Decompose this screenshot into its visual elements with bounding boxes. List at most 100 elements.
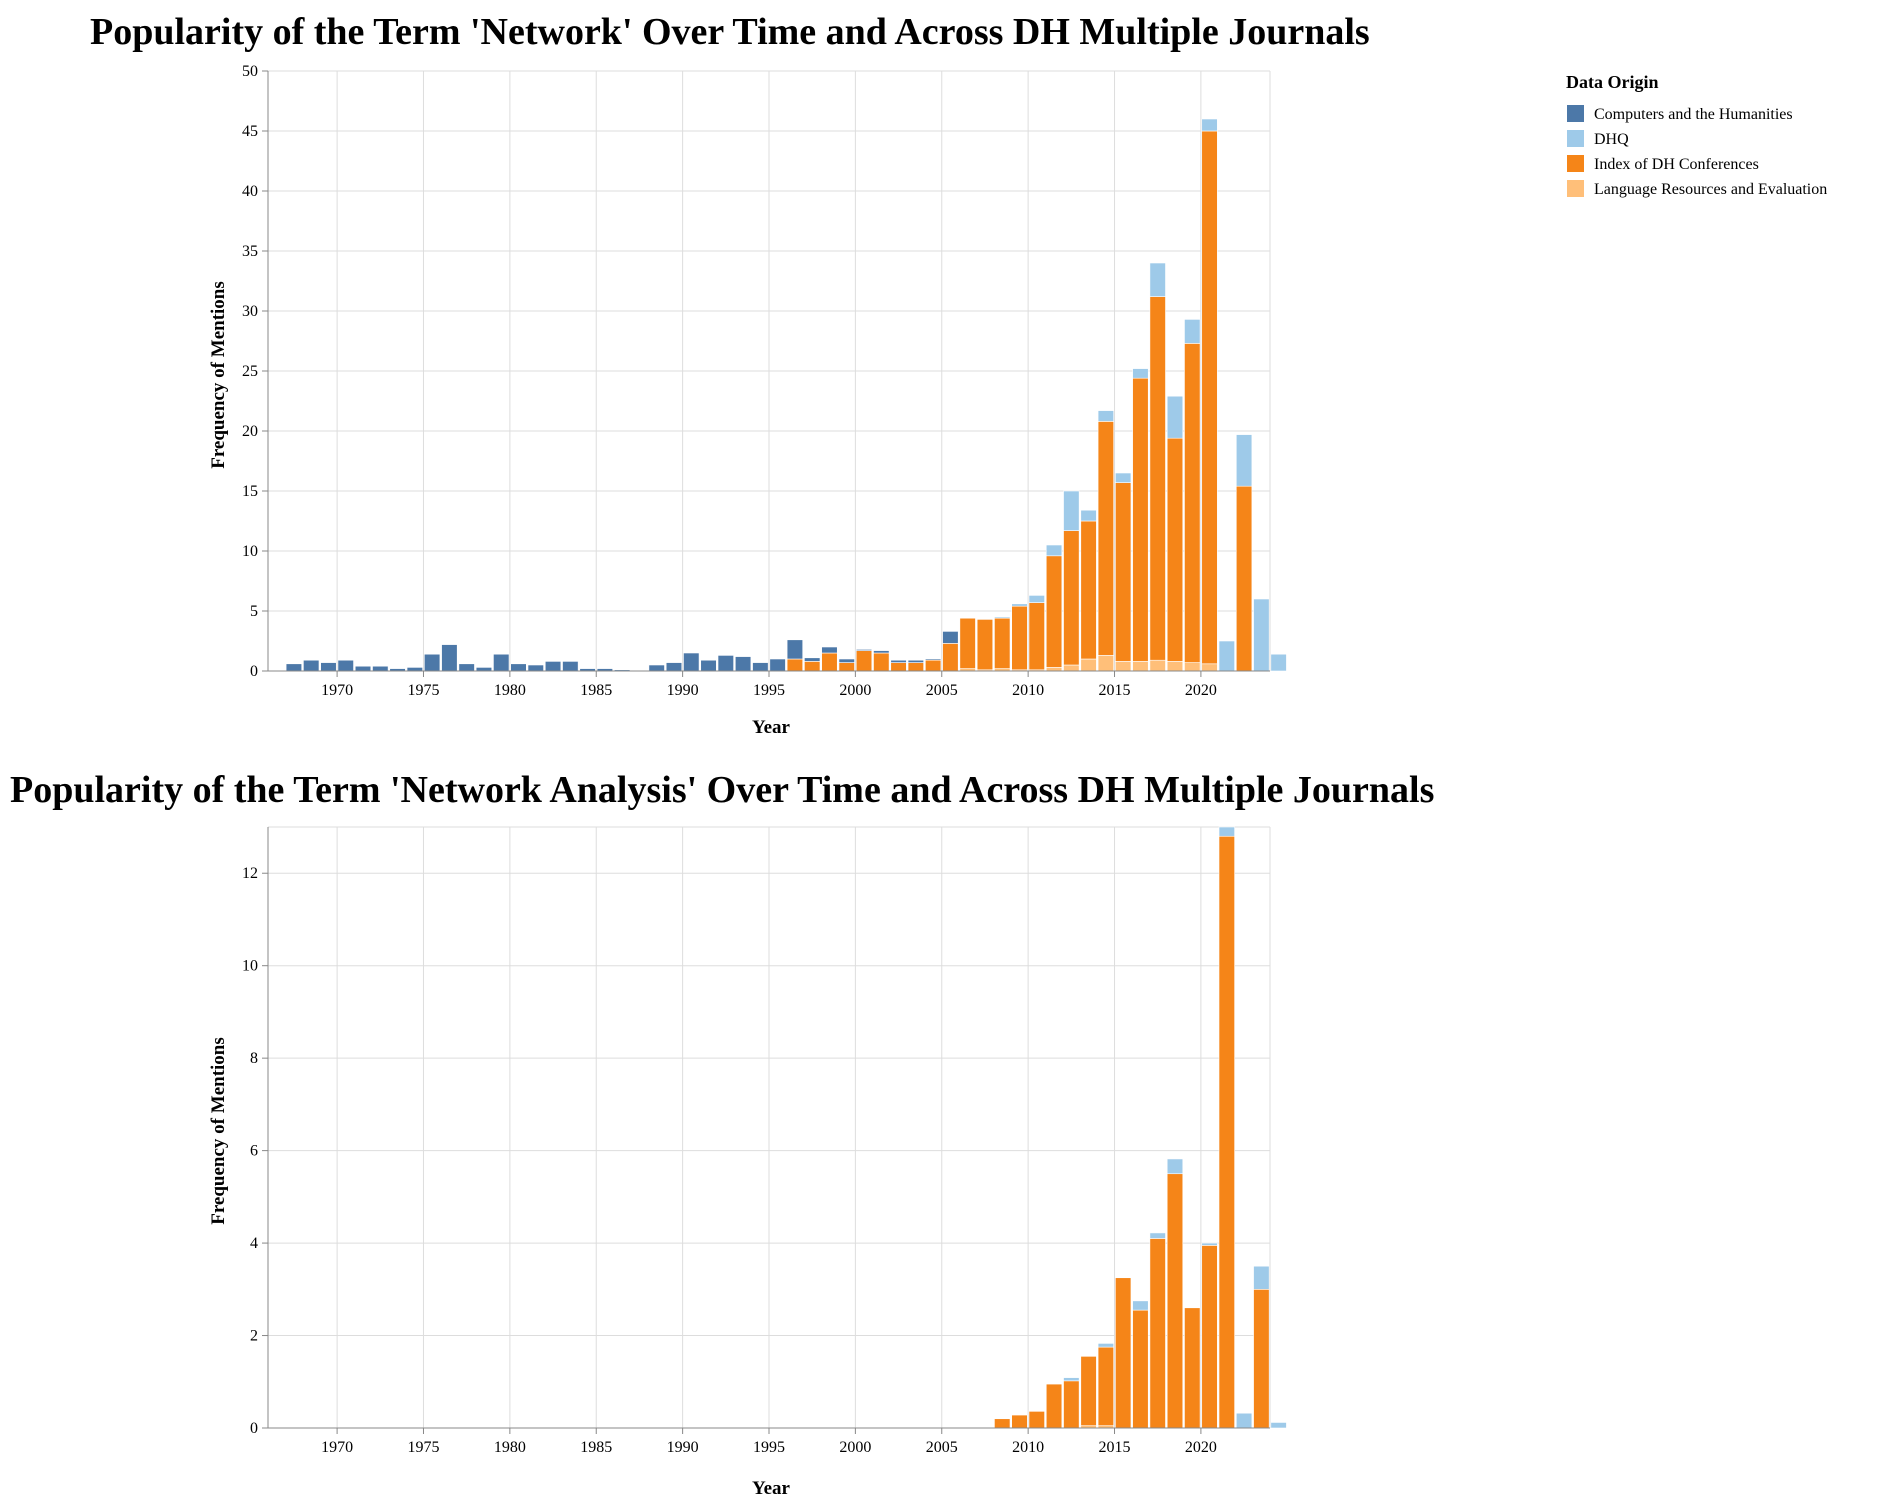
x-tick-label: 2005 xyxy=(926,1439,958,1456)
bar-segment xyxy=(458,663,475,672)
bar-segment xyxy=(942,631,959,644)
bar-segment xyxy=(1235,1412,1253,1429)
bar-segment xyxy=(1201,663,1218,672)
x-tick-label: 1980 xyxy=(494,1439,526,1456)
bar-segment xyxy=(1235,485,1253,672)
bar-segment xyxy=(510,663,527,672)
y-tick-label: 5 xyxy=(250,603,258,620)
chart-title: Popularity of the Term 'Network' Over Ti… xyxy=(90,11,1370,53)
axes: 1970 1975 1980 1985 1990 1995 2000 2005 2010 2015… xyxy=(242,63,1270,699)
x-tick-label: 2020 xyxy=(1185,1439,1217,1456)
bar-segment xyxy=(1028,1411,1045,1429)
bar-segment xyxy=(1270,653,1287,672)
legend-label: DHQ xyxy=(1594,131,1629,148)
bar-segment xyxy=(493,653,510,672)
bar-segment xyxy=(475,667,493,672)
bar-segment xyxy=(1132,368,1149,379)
y-tick-label: 30 xyxy=(242,303,258,320)
bar-segment xyxy=(1045,544,1063,557)
bar-segment xyxy=(1063,1377,1080,1382)
bar-segment xyxy=(1166,437,1184,662)
network-analysis-chart: Popularity of the Term 'Network Analysis… xyxy=(10,769,1434,1499)
bar-segment xyxy=(320,662,337,672)
bar-segment xyxy=(1166,395,1184,439)
bar-segment xyxy=(1080,509,1097,522)
bar-segment xyxy=(700,659,717,672)
x-tick-label: 1975 xyxy=(407,1439,439,1456)
x-tick-label: 1980 xyxy=(494,682,526,699)
bar-segment xyxy=(1097,1346,1114,1426)
x-tick-label: 1975 xyxy=(407,682,439,699)
bar-segment xyxy=(1063,490,1080,531)
bar-segment xyxy=(1132,1309,1149,1429)
bar-segment xyxy=(786,639,804,660)
y-tick-label: 2 xyxy=(250,1328,258,1345)
bar-segment xyxy=(1045,667,1063,672)
bar-segment xyxy=(285,663,303,672)
bar-segment xyxy=(372,665,389,672)
y-tick-label: 25 xyxy=(242,363,258,380)
legend-items: Computers and the Humanities DHQ Index of … xyxy=(1567,105,1827,198)
legend-title: Data Origin xyxy=(1566,72,1659,92)
bar-segment xyxy=(1063,664,1080,672)
y-tick-label: 35 xyxy=(242,243,258,260)
legend-swatch xyxy=(1567,105,1584,122)
bar-segment xyxy=(1149,1238,1166,1429)
bar-segment xyxy=(994,1418,1011,1429)
bar-segment xyxy=(855,650,873,672)
bar-segment xyxy=(1218,826,1235,837)
bar-segment xyxy=(1115,472,1132,483)
bar-segment xyxy=(1184,662,1201,672)
bar-segment xyxy=(1045,555,1063,668)
x-tick-label: 1995 xyxy=(753,682,785,699)
bar-segment xyxy=(717,655,734,672)
x-tick-label: 2015 xyxy=(1099,1439,1131,1456)
bar-segment xyxy=(1097,410,1114,422)
bar-segment xyxy=(821,646,838,654)
x-tick-label: 1970 xyxy=(321,682,353,699)
y-tick-label: 45 xyxy=(242,123,258,140)
chart-title: Popularity of the Term 'Network Analysis… xyxy=(10,769,1434,811)
bar-segment xyxy=(665,662,683,672)
bar-segment xyxy=(1184,343,1201,663)
legend-label: Computers and the Humanities xyxy=(1594,106,1793,123)
legend-label: Index of DH Conferences xyxy=(1594,156,1759,173)
y-tick-label: 10 xyxy=(242,958,258,975)
bar-segment xyxy=(925,658,942,661)
bar-segment xyxy=(1149,1232,1166,1239)
x-tick-label: 1985 xyxy=(580,1439,612,1456)
bar-segment xyxy=(1270,1422,1287,1429)
bar-segment xyxy=(1097,421,1114,656)
bar-segment xyxy=(821,652,838,672)
bars xyxy=(285,118,1287,672)
bar-segment xyxy=(337,659,354,672)
bars xyxy=(994,826,1287,1429)
bar-segment xyxy=(838,662,855,672)
bar-segment xyxy=(1201,118,1218,132)
bar-segment xyxy=(354,665,372,672)
bar-segment xyxy=(942,643,959,672)
bar-segment xyxy=(1115,482,1132,662)
bar-segment xyxy=(752,662,769,672)
y-axis-title: Frequency of Mentions xyxy=(208,281,229,469)
bar-segment xyxy=(1253,598,1270,672)
bar-segment xyxy=(1045,1383,1063,1429)
bar-segment xyxy=(1218,835,1235,1429)
bar-segment xyxy=(959,617,976,669)
bar-segment xyxy=(734,656,752,672)
bar-segment xyxy=(1166,1173,1184,1429)
bar-segment xyxy=(907,662,924,672)
x-tick-label: 2015 xyxy=(1099,682,1131,699)
bar-segment xyxy=(1132,1300,1149,1311)
bar-segment xyxy=(804,661,821,672)
bar-segment xyxy=(1149,262,1166,297)
bar-segment xyxy=(1132,377,1149,662)
bar-segment xyxy=(1235,434,1253,487)
bar-segment xyxy=(1166,1158,1184,1175)
bar-segment xyxy=(683,652,700,672)
bar-segment xyxy=(1201,1242,1218,1246)
bar-segment xyxy=(1028,595,1045,603)
y-tick-label: 12 xyxy=(242,865,258,882)
bar-segment xyxy=(769,658,786,672)
bar-segment xyxy=(873,652,890,672)
